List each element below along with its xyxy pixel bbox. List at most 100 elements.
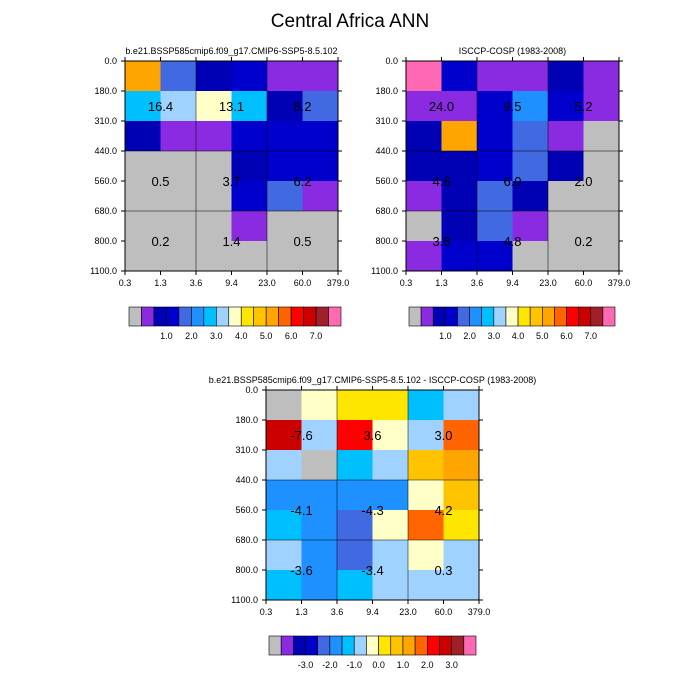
colorbar-swatch bbox=[153, 306, 167, 327]
colorbar-swatch bbox=[278, 306, 292, 327]
heatmap-cell bbox=[302, 181, 339, 212]
data-label: -4.1 bbox=[290, 503, 312, 518]
colorbar-label: -3.0 bbox=[298, 660, 314, 670]
data-label: 1.4 bbox=[222, 234, 240, 249]
heatmap-cell bbox=[125, 211, 161, 242]
x-tick-label: 23.0 bbox=[258, 278, 276, 288]
colorbar-swatch bbox=[420, 306, 434, 327]
colorbar-swatch bbox=[469, 306, 483, 327]
heatmap-cell bbox=[337, 390, 373, 421]
heatmap-cell bbox=[266, 480, 302, 511]
colorbar-swatch bbox=[341, 635, 355, 656]
heatmap-cell bbox=[512, 91, 549, 122]
colorbar-swatch bbox=[203, 306, 217, 327]
panel-title: b.e21.BSSP585cmip6.f09_g17.CMIP6-SSP5-8.… bbox=[209, 375, 537, 385]
colorbar-swatch bbox=[290, 306, 304, 327]
y-tick-label: 310.0 bbox=[235, 445, 258, 455]
heatmap-cell bbox=[583, 61, 620, 92]
x-tick-label: 1.3 bbox=[295, 607, 308, 617]
heatmap-cell bbox=[372, 540, 409, 571]
colorbar-swatch bbox=[280, 635, 294, 656]
data-label: 3.0 bbox=[434, 428, 452, 443]
colorbar-label: -2.0 bbox=[322, 660, 338, 670]
heatmap-cell bbox=[512, 241, 549, 272]
y-tick-label: 560.0 bbox=[94, 176, 117, 186]
heatmap-cell bbox=[372, 450, 409, 481]
panel-title: b.e21.BSSP585cmip6.f09_g17.CMIP6-SSP5-8.… bbox=[125, 46, 337, 56]
heatmap-cell bbox=[406, 61, 442, 92]
heatmap-cell bbox=[372, 510, 409, 541]
y-tick-label: 800.0 bbox=[94, 236, 117, 246]
colorbar-label: 3.0 bbox=[488, 331, 501, 341]
heatmap-cell bbox=[548, 121, 584, 152]
heatmap-cell bbox=[160, 181, 197, 212]
heatmap-cell bbox=[406, 211, 442, 242]
heatmap-cell bbox=[512, 211, 549, 242]
heatmap-cell bbox=[512, 151, 549, 182]
colorbar-swatch bbox=[317, 635, 331, 656]
data-label: 2.0 bbox=[574, 174, 592, 189]
x-tick-label: 60.0 bbox=[435, 607, 453, 617]
colorbar-label: 4.0 bbox=[512, 331, 525, 341]
heatmap-cell bbox=[583, 241, 620, 272]
colorbar-swatch bbox=[445, 306, 458, 327]
y-tick-label: 1100.0 bbox=[371, 266, 398, 276]
colorbar-swatch bbox=[265, 306, 279, 327]
heatmap-cell bbox=[548, 211, 584, 242]
heatmap-cell bbox=[267, 211, 303, 242]
colorbar-swatch bbox=[463, 635, 477, 656]
colorbar-label: 5.0 bbox=[536, 331, 549, 341]
heatmap-cell bbox=[301, 390, 338, 421]
heatmap-cell bbox=[231, 121, 268, 152]
colorbar-swatch bbox=[439, 635, 452, 656]
heatmap-cell bbox=[301, 540, 338, 571]
heatmap-cell bbox=[301, 420, 338, 451]
data-label: 24.0 bbox=[429, 99, 454, 114]
colorbar-swatch bbox=[408, 306, 422, 327]
colorbar-swatch bbox=[493, 306, 507, 327]
heatmap-cell bbox=[372, 480, 409, 511]
heatmap-cell bbox=[266, 540, 302, 571]
heatmap-cell bbox=[548, 91, 584, 122]
heatmap-cell bbox=[441, 121, 478, 152]
heatmap-cell bbox=[267, 181, 303, 212]
heatmap-cell bbox=[266, 570, 302, 601]
colorbar-label: 6.0 bbox=[560, 331, 573, 341]
heatmap-cell bbox=[477, 181, 513, 212]
heatmap-cell bbox=[266, 420, 302, 451]
heatmap-cell bbox=[160, 91, 197, 122]
heatmap-cell bbox=[408, 570, 444, 601]
heatmap-cell bbox=[406, 91, 442, 122]
y-tick-label: 0.0 bbox=[385, 56, 398, 66]
y-tick-label: 310.0 bbox=[94, 116, 117, 126]
y-tick-label: 800.0 bbox=[235, 565, 258, 575]
data-label: 9.5 bbox=[503, 99, 521, 114]
heatmap-cell bbox=[477, 121, 513, 152]
colorbar-label: 1.0 bbox=[439, 331, 452, 341]
data-label: 0.2 bbox=[574, 234, 592, 249]
heatmap-cell bbox=[302, 61, 339, 92]
data-label: 0.5 bbox=[151, 174, 169, 189]
x-tick-label: 23.0 bbox=[399, 607, 417, 617]
heatmap-cell bbox=[408, 480, 444, 511]
colorbar-swatch bbox=[366, 635, 379, 656]
colorbar-swatch bbox=[529, 306, 543, 327]
heatmap-cell bbox=[477, 151, 513, 182]
data-label: 3.8 bbox=[432, 234, 450, 249]
heatmap-cell bbox=[267, 151, 303, 182]
colorbar-swatch bbox=[353, 635, 367, 656]
colorbar-swatch bbox=[378, 635, 392, 656]
data-label: 3.7 bbox=[222, 174, 240, 189]
x-tick-label: 379.0 bbox=[468, 607, 491, 617]
heatmap-cell bbox=[441, 61, 478, 92]
x-tick-label: 9.4 bbox=[506, 278, 519, 288]
x-tick-label: 9.4 bbox=[366, 607, 379, 617]
heatmap-cell bbox=[231, 61, 268, 92]
heatmap-cell bbox=[196, 211, 232, 242]
heatmap-cell bbox=[443, 570, 480, 601]
heatmap-cell bbox=[443, 390, 480, 421]
colorbar-swatch bbox=[191, 306, 205, 327]
panel-title: ISCCP-COSP (1983-2008) bbox=[459, 46, 566, 56]
colorbar-swatch bbox=[402, 635, 416, 656]
heatmap-cell bbox=[441, 151, 478, 182]
